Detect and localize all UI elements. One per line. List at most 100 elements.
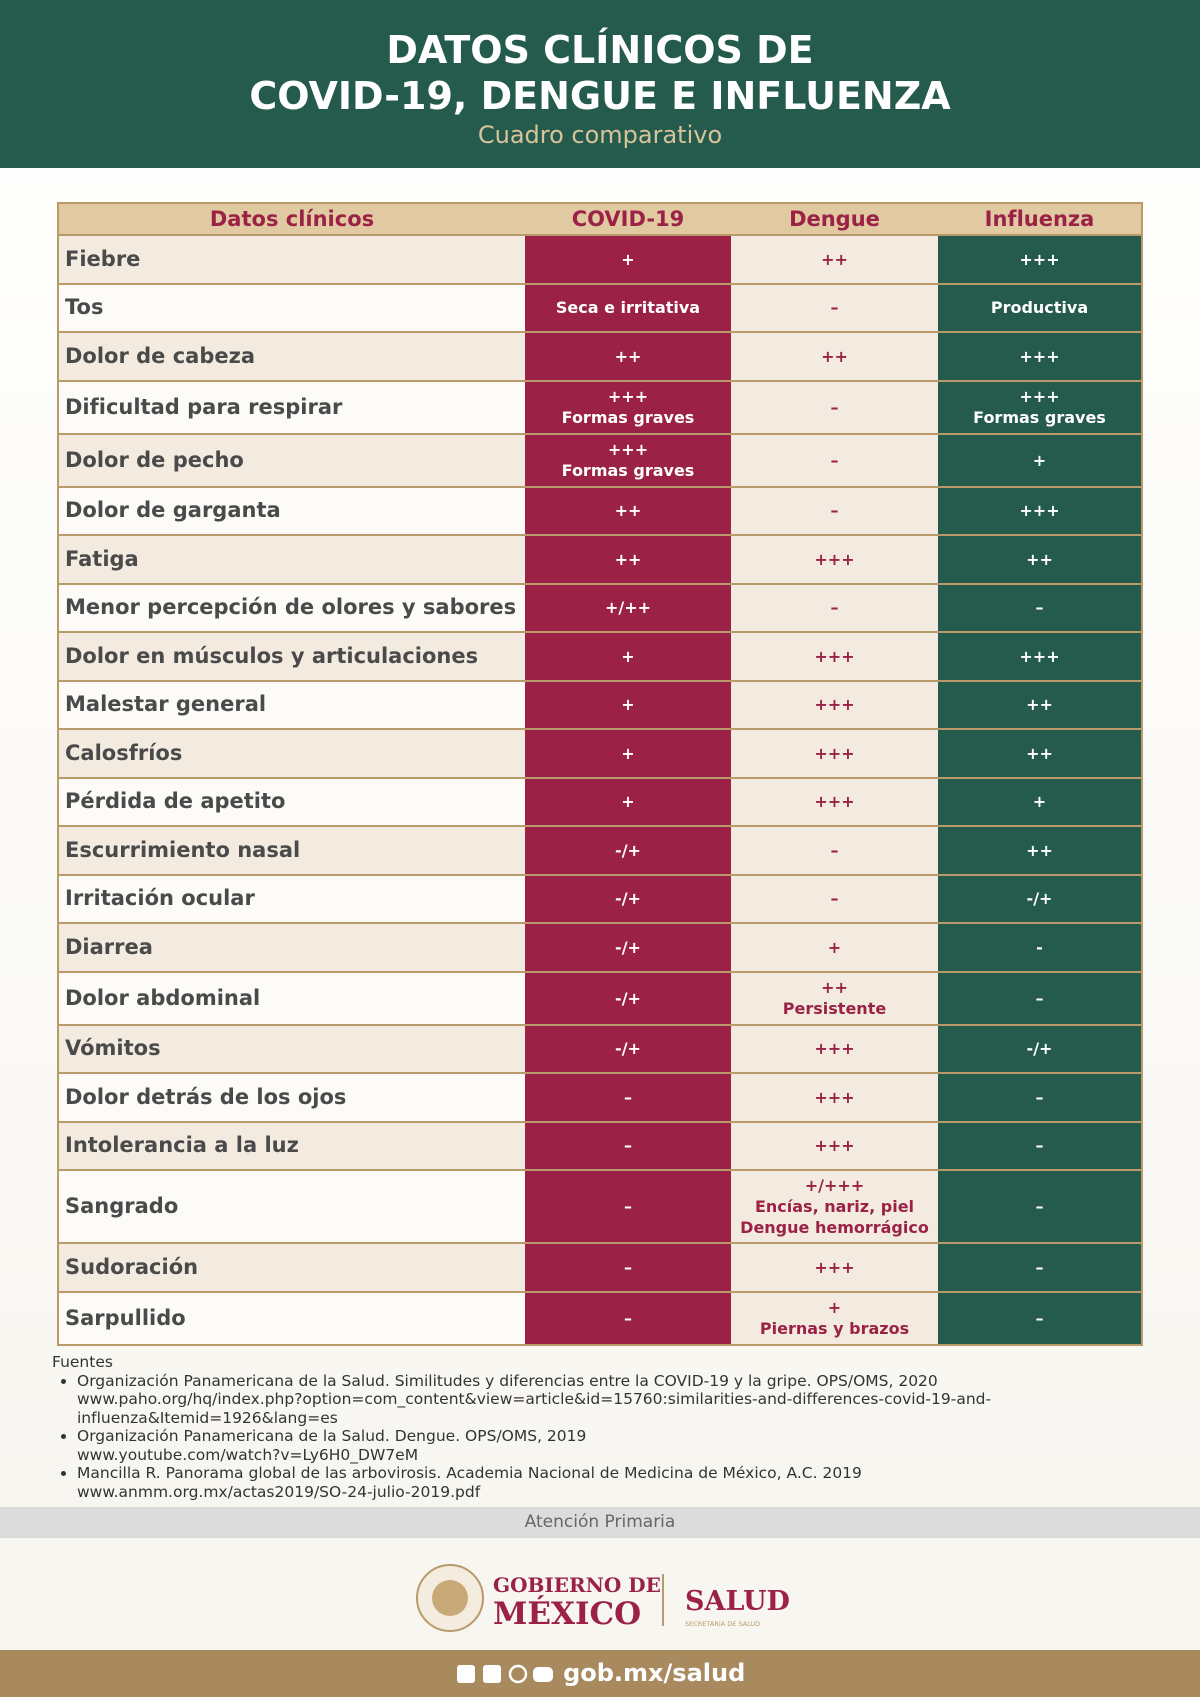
table-cell: –	[938, 1171, 1141, 1242]
source-line: www.paho.org/hq/index.php?option=com_con…	[77, 1390, 992, 1408]
cell-line: -/+	[615, 889, 641, 909]
cell-line: Vómitos	[65, 1036, 161, 1061]
cell-line: Sarpullido	[65, 1305, 186, 1330]
cell-line: Sudoración	[65, 1254, 199, 1279]
table-cell: +	[525, 681, 731, 728]
table-cell: -/+	[938, 875, 1141, 922]
sources: Fuentes Organización Panamericana de la …	[52, 1353, 1152, 1501]
cell-line: Formas graves	[973, 408, 1106, 427]
cell-line: –	[624, 1087, 632, 1107]
table-cell: Dificultad para respirar	[59, 381, 525, 433]
icon	[482, 1665, 501, 1683]
salud: SALUD	[685, 1586, 790, 1617]
table-cell: –	[525, 1292, 731, 1344]
table-cell: +	[525, 778, 731, 825]
table-cell: –	[731, 487, 938, 534]
table-row: Sarpullido – + Piernas y brazos –	[59, 1290, 1141, 1344]
emblem-center	[432, 1580, 468, 1616]
cell-line: ++	[1026, 695, 1053, 715]
table-cell: Irritación ocular	[59, 875, 525, 922]
cell-line: +	[621, 249, 635, 269]
table-cell: -/+	[525, 972, 731, 1024]
footer: gob.mx/salud	[0, 1650, 1200, 1697]
cell-line: +/+++	[804, 1176, 865, 1195]
cell-line: Dengue hemorrágico	[740, 1218, 929, 1237]
cell-line: –	[1035, 1257, 1044, 1277]
table-cell: Intolerancia a la luz	[59, 1122, 525, 1169]
cell-line: +++	[814, 1039, 855, 1059]
cell-line: Formas graves	[561, 408, 695, 427]
table-cell: ++	[938, 827, 1141, 874]
icon	[508, 1664, 527, 1684]
cell-line: ++	[1026, 743, 1053, 763]
cell-line: +++	[1019, 646, 1060, 666]
source-line: Organización Panamericana de la Salud. S…	[77, 1371, 938, 1390]
cell-line: –	[1035, 1136, 1044, 1156]
table-cell: Productiva	[938, 284, 1141, 331]
cell-line: Diarrea	[65, 934, 153, 959]
column-header: Influenza	[938, 204, 1141, 234]
table-cell: –	[938, 1292, 1141, 1344]
table-cell: ++	[525, 536, 731, 583]
table-cell: +	[938, 434, 1141, 486]
cell-line: –	[1035, 1087, 1044, 1107]
table-row: Pérdida de apetito + +++ +	[59, 776, 1141, 825]
table-cell: Tos	[59, 284, 525, 331]
table-cell: +++	[938, 487, 1141, 534]
logo: GOBIERNO DE MÉXICO SALUD SECRETARÍA DE S…	[416, 1564, 790, 1632]
table-cell: +++ Formas graves	[525, 381, 731, 433]
cell-line: +	[1032, 450, 1047, 470]
table-row: Sudoración – +++ –	[59, 1242, 1141, 1291]
source-item: Organización Panamericana de la Salud. D…	[77, 1427, 1152, 1464]
cell-line: +/++	[604, 598, 652, 618]
cell-line: Encías, nariz, piel	[754, 1197, 915, 1216]
cell-line: +	[621, 695, 635, 715]
table-cell: Dolor abdominal	[59, 972, 525, 1024]
table-cell: ++	[938, 730, 1141, 777]
table-row: Dolor en músculos y articulaciones + +++ ++…	[59, 631, 1141, 680]
cell-line: +++	[1019, 249, 1060, 269]
table-cell: +	[525, 236, 731, 283]
cell-line: Persistente	[782, 999, 887, 1018]
table-cell: Calosfríos	[59, 730, 525, 777]
cell-line: Intolerancia a la luz	[65, 1133, 299, 1158]
table-cell: –	[938, 1122, 1141, 1169]
cell-line: +++	[814, 695, 855, 715]
table-cell: –	[938, 972, 1141, 1024]
cell-line: Malestar general	[65, 692, 267, 717]
table-cell: –	[525, 1122, 731, 1169]
cell-line: –	[624, 1197, 632, 1216]
salud-sub: SECRETARÍA DE SALUD	[685, 1619, 760, 1628]
source-item: Organización Panamericana de la Salud. S…	[77, 1372, 1152, 1428]
table-cell: –	[938, 1244, 1141, 1291]
table: Datos clínicos COVID-19 Dengue Influenza Fie…	[57, 202, 1143, 1346]
cell-line: ++	[1026, 840, 1053, 860]
header-row: Datos clínicos COVID-19 Dengue Influenza	[59, 204, 1141, 234]
subtitle: Cuadro comparativo	[477, 121, 723, 149]
sources-list: Organización Panamericana de la Salud. S…	[52, 1372, 1152, 1502]
cell-line: +	[827, 1298, 842, 1317]
table-row: Dolor de cabeza ++ ++ +++	[59, 331, 1141, 380]
cell-line: +++	[814, 1087, 855, 1107]
cell-line: –	[624, 1136, 632, 1156]
cell-line: –	[1035, 598, 1044, 618]
table-cell: ++ Persistente	[731, 972, 938, 1024]
cell-line: Fiebre	[65, 246, 141, 271]
table-cell: –	[525, 1074, 731, 1121]
table-cell: +++	[731, 778, 938, 825]
cell-line: -/+	[615, 988, 641, 1008]
cell-line: -/+	[615, 937, 641, 957]
cell-line: Dolor de pecho	[65, 447, 244, 472]
title-line: COVID-19, DENGUE E INFLUENZA	[249, 74, 951, 118]
table-cell: ++	[938, 681, 1141, 728]
table-row: Tos Seca e irritativa – Productiva	[59, 282, 1141, 331]
social-icons	[456, 1664, 553, 1684]
source-line: www.anmm.org.mx/actas2019/SO-24-julio-20…	[77, 1482, 481, 1501]
cell-line: –	[1035, 1197, 1044, 1216]
table-cell: Diarrea	[59, 924, 525, 971]
table-cell: Sangrado	[59, 1171, 525, 1242]
table-cell: +++	[731, 1122, 938, 1169]
table-cell: +++	[731, 1025, 938, 1072]
table-cell: ++	[731, 236, 938, 283]
